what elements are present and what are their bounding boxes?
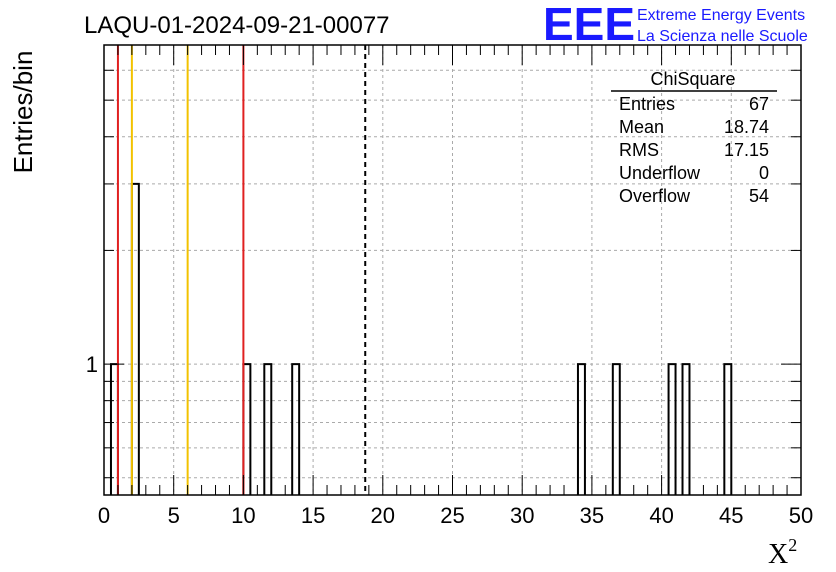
y-axis-label: Entries/bin [8, 51, 38, 174]
histogram-bin [667, 363, 677, 495]
x-tick-label: 20 [371, 503, 395, 528]
x-tick-label: 15 [301, 503, 325, 528]
logo-line-1: Extreme Energy Events [637, 7, 805, 24]
histogram-bin [681, 363, 691, 495]
x-axis-label-sup: 2 [788, 535, 797, 555]
stats-value: 54 [749, 186, 769, 206]
stats-label: Underflow [619, 163, 701, 183]
histogram-bin [242, 363, 252, 495]
grid [104, 44, 801, 495]
x-tick-label: 40 [649, 503, 673, 528]
stats-label: Mean [619, 117, 664, 137]
stats-label: Entries [619, 94, 675, 114]
histogram-bars [109, 182, 733, 495]
stats-title: ChiSquare [650, 69, 735, 89]
histogram-bin [263, 363, 273, 495]
x-tick-label: 0 [98, 503, 110, 528]
x-tick-label: 5 [168, 503, 180, 528]
x-tick-label: 35 [580, 503, 604, 528]
histogram-bin [109, 363, 119, 495]
x-tick-label: 50 [789, 503, 813, 528]
histogram-bin [723, 363, 733, 495]
axis-ticks: 0 5 10 15 20 25 30 35 40 45 50 1 [86, 44, 813, 528]
logo-line-2: La Scienza nelle Scuole [637, 28, 808, 45]
x-axis-label-base: X [768, 539, 788, 570]
histogram-bin [291, 363, 301, 495]
x-tick-label: 45 [719, 503, 743, 528]
x-tick-label: 10 [231, 503, 255, 528]
stats-value: 0 [759, 163, 769, 183]
stats-value: 67 [749, 94, 769, 114]
stats-box: ChiSquare Entries 67 Mean 18.74 RMS 17.15 Unde… [611, 69, 777, 206]
x-tick-label: 30 [510, 503, 534, 528]
x-axis-label: X2 [768, 535, 797, 570]
chart-title: LAQU-01-2024-09-21-00077 [84, 12, 390, 39]
stats-label: RMS [619, 140, 659, 160]
logo-mark: EEE [543, 0, 635, 50]
logo: EEE Extreme Energy Events La Scienza nel… [543, 0, 808, 50]
histogram-bin [576, 363, 586, 495]
histogram-bin [611, 363, 621, 495]
x-tick-label: 25 [440, 503, 464, 528]
stats-value: 17.15 [724, 140, 769, 160]
stats-value: 18.74 [724, 117, 769, 137]
y-tick-label: 1 [86, 352, 98, 377]
stats-label: Overflow [619, 186, 691, 206]
reference-lines [116, 45, 367, 495]
histogram-bin [130, 182, 140, 495]
